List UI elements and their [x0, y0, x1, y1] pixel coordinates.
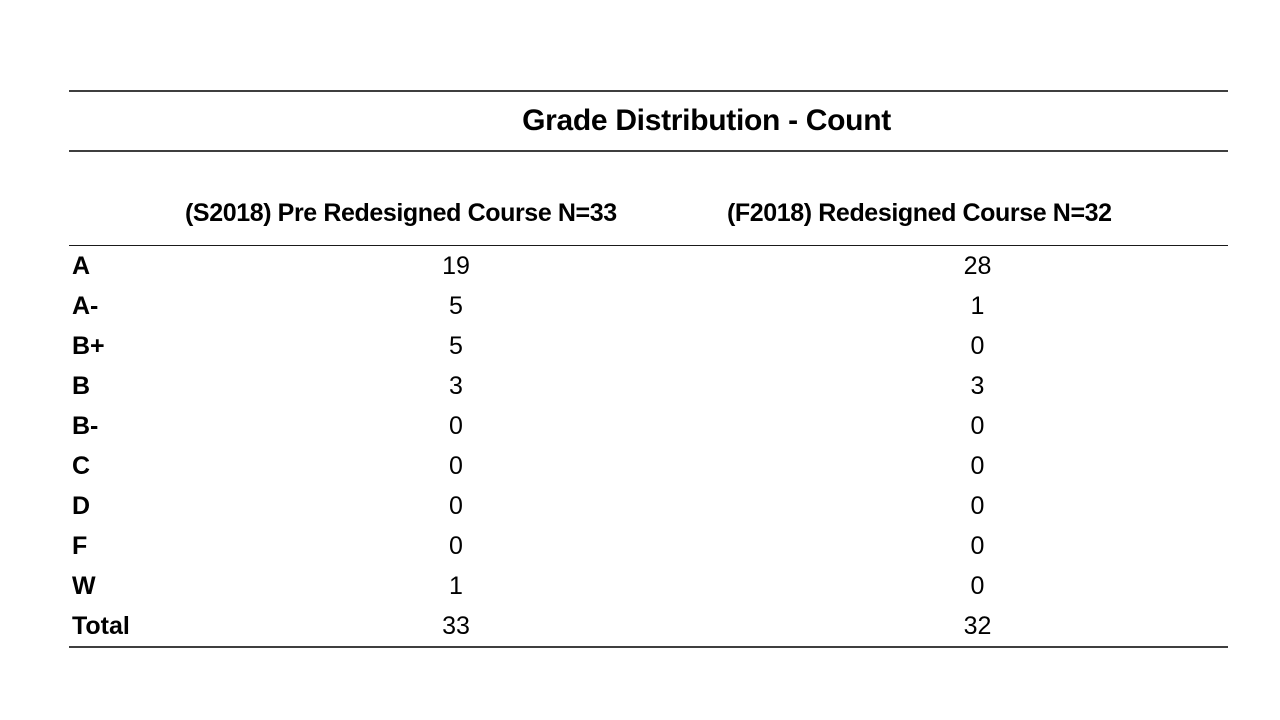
- table-row: B 3 3: [69, 366, 1228, 406]
- pre-count-cell: 33: [442, 612, 470, 640]
- table-title: Grade Distribution - Count: [522, 104, 891, 137]
- post-count-cell: 0: [970, 532, 985, 560]
- table-row: A 19 28: [69, 246, 1228, 286]
- pre-count-cell: 0: [449, 412, 463, 440]
- table-body: A 19 28 A- 5 1 B+ 5 0 B 3 3 B- 0: [69, 246, 1228, 648]
- pre-count-cell: 0: [449, 452, 463, 480]
- table-row: F 0 0: [69, 526, 1228, 566]
- table-row-total: Total 33 32: [69, 606, 1228, 646]
- post-count-cell: 0: [970, 412, 985, 440]
- post-count-cell: 0: [970, 492, 985, 520]
- table-header-row: (S2018) Pre Redesigned Course N=33 (F201…: [69, 152, 1228, 246]
- post-count-cell: 32: [963, 612, 992, 640]
- pre-count-cell: 0: [449, 492, 463, 520]
- post-count-cell: 3: [970, 372, 985, 400]
- post-count-cell: 1: [970, 292, 985, 320]
- grade-label: A: [72, 252, 91, 280]
- grade-label: D: [72, 492, 91, 520]
- post-count-cell: 0: [970, 332, 985, 360]
- pre-count-cell: 0: [449, 532, 463, 560]
- pre-count-cell: 1: [449, 572, 463, 600]
- grade-label: C: [72, 452, 91, 480]
- grade-label: Total: [72, 612, 130, 640]
- table-row: C 0 0: [69, 446, 1228, 486]
- pre-count-cell: 3: [449, 372, 463, 400]
- grade-label: W: [72, 572, 96, 600]
- table-row: W 1 0: [69, 566, 1228, 606]
- grade-label: B-: [72, 412, 99, 440]
- grade-distribution-table: Grade Distribution - Count (S2018) Pre R…: [69, 90, 1228, 648]
- table-row: D 0 0: [69, 486, 1228, 526]
- post-count-cell: 0: [970, 572, 985, 600]
- pre-count-cell: 5: [449, 332, 463, 360]
- grade-label: A-: [72, 292, 99, 320]
- column-header-post-course: (F2018) Redesigned Course N=32: [727, 199, 1112, 227]
- table-row: B+ 5 0: [69, 326, 1228, 366]
- column-header-pre-course: (S2018) Pre Redesigned Course N=33: [185, 199, 617, 227]
- table-row: B- 0 0: [69, 406, 1228, 446]
- post-count-cell: 0: [970, 452, 985, 480]
- post-count-cell: 28: [963, 252, 992, 280]
- grade-label: B+: [72, 332, 105, 360]
- grade-label: F: [72, 532, 88, 560]
- grade-label: B: [72, 372, 91, 400]
- table-title-row: Grade Distribution - Count: [69, 90, 1228, 152]
- pre-count-cell: 5: [449, 292, 463, 320]
- table-row: A- 5 1: [69, 286, 1228, 326]
- pre-count-cell: 19: [442, 252, 470, 280]
